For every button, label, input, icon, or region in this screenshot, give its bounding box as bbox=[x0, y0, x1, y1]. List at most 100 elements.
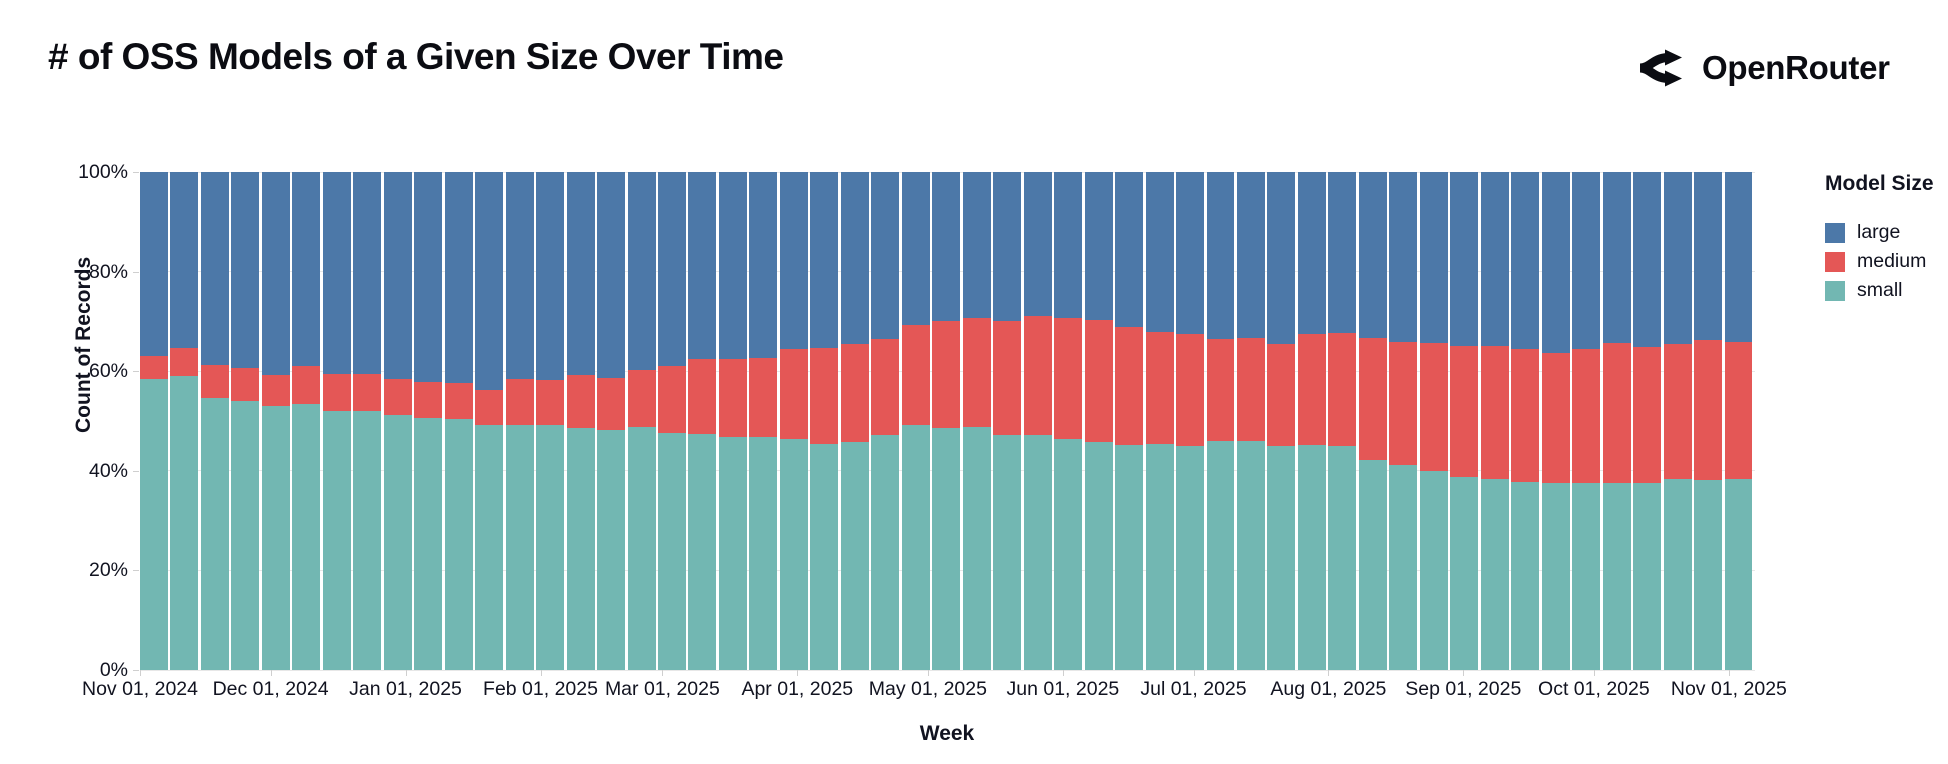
bar-segment-small[interactable] bbox=[1176, 446, 1204, 670]
bar-segment-large[interactable] bbox=[962, 172, 991, 319]
bar-segment-large[interactable] bbox=[1419, 172, 1448, 343]
bar-segment-medium[interactable] bbox=[383, 378, 412, 415]
bar-segment-medium[interactable] bbox=[322, 374, 351, 412]
bar-segment-large[interactable] bbox=[658, 172, 686, 367]
bar-segment-medium[interactable] bbox=[1480, 345, 1509, 479]
bar-segment-large[interactable] bbox=[1054, 172, 1083, 319]
bar-segment-medium[interactable] bbox=[779, 348, 808, 440]
bar-segment-medium[interactable] bbox=[627, 370, 656, 427]
bar-segment-large[interactable] bbox=[1450, 172, 1479, 346]
bar-segment-medium[interactable] bbox=[1419, 342, 1448, 471]
bar-segment-medium[interactable] bbox=[932, 320, 961, 428]
bar-segment-small[interactable] bbox=[383, 414, 412, 670]
bar-segment-medium[interactable] bbox=[170, 347, 199, 377]
bar-segment-medium[interactable] bbox=[688, 358, 717, 435]
bar-segment-medium[interactable] bbox=[1663, 344, 1692, 479]
bar-segment-large[interactable] bbox=[1572, 172, 1601, 350]
bar-segment-medium[interactable] bbox=[1450, 345, 1479, 478]
bar-segment-small[interactable] bbox=[1633, 482, 1662, 670]
bar-segment-large[interactable] bbox=[1358, 172, 1387, 339]
bar-segment-medium[interactable] bbox=[1694, 339, 1723, 480]
bar-segment-medium[interactable] bbox=[1572, 349, 1601, 483]
bar-segment-small[interactable] bbox=[1084, 442, 1113, 670]
bar-segment-medium[interactable] bbox=[536, 379, 565, 426]
bar-segment-large[interactable] bbox=[1084, 172, 1113, 320]
bar-segment-medium[interactable] bbox=[597, 377, 626, 431]
bar-segment-small[interactable] bbox=[1023, 435, 1052, 670]
bar-segment-large[interactable] bbox=[444, 172, 473, 383]
bar-segment-small[interactable] bbox=[322, 411, 351, 670]
bar-segment-small[interactable] bbox=[840, 442, 869, 670]
bar-segment-medium[interactable] bbox=[810, 347, 839, 445]
bar-segment-large[interactable] bbox=[170, 172, 199, 348]
bar-segment-large[interactable] bbox=[140, 172, 168, 357]
bar-segment-small[interactable] bbox=[475, 424, 504, 670]
bar-segment-small[interactable] bbox=[932, 427, 961, 670]
bar-segment-small[interactable] bbox=[261, 406, 290, 670]
bar-segment-medium[interactable] bbox=[749, 357, 778, 437]
bar-segment-small[interactable] bbox=[627, 426, 656, 670]
bar-segment-small[interactable] bbox=[810, 444, 839, 670]
bar-segment-large[interactable] bbox=[1480, 172, 1509, 346]
bar-segment-small[interactable] bbox=[1694, 479, 1723, 670]
bar-segment-large[interactable] bbox=[353, 172, 382, 375]
bar-segment-medium[interactable] bbox=[140, 356, 168, 379]
bar-segment-medium[interactable] bbox=[1602, 342, 1631, 483]
bar-segment-large[interactable] bbox=[749, 172, 778, 358]
bar-segment-large[interactable] bbox=[536, 172, 565, 380]
bar-segment-large[interactable] bbox=[231, 172, 260, 368]
bar-segment-small[interactable] bbox=[536, 425, 565, 670]
bar-segment-large[interactable] bbox=[810, 172, 839, 348]
bar-segment-small[interactable] bbox=[1602, 482, 1631, 670]
bar-segment-small[interactable] bbox=[566, 427, 595, 670]
bar-segment-large[interactable] bbox=[566, 172, 595, 376]
bar-segment-medium[interactable] bbox=[1206, 338, 1235, 442]
bar-segment-medium[interactable] bbox=[200, 365, 229, 398]
bar-segment-medium[interactable] bbox=[505, 378, 534, 426]
bar-segment-large[interactable] bbox=[993, 172, 1022, 321]
bar-segment-medium[interactable] bbox=[1176, 334, 1204, 447]
bar-segment-large[interactable] bbox=[1724, 172, 1753, 342]
bar-segment-small[interactable] bbox=[1511, 482, 1540, 670]
bar-segment-small[interactable] bbox=[779, 439, 808, 670]
bar-segment-small[interactable] bbox=[505, 425, 534, 670]
bar-segment-small[interactable] bbox=[1450, 477, 1479, 670]
bar-segment-large[interactable] bbox=[505, 172, 534, 379]
bar-segment-small[interactable] bbox=[1541, 482, 1570, 670]
bar-segment-large[interactable] bbox=[871, 172, 900, 339]
bar-segment-small[interactable] bbox=[1297, 445, 1326, 670]
bar-segment-large[interactable] bbox=[1023, 172, 1052, 317]
bar-segment-large[interactable] bbox=[200, 172, 229, 366]
bar-segment-medium[interactable] bbox=[261, 375, 290, 407]
bar-segment-medium[interactable] bbox=[1358, 338, 1387, 461]
bar-segment-medium[interactable] bbox=[353, 374, 382, 412]
bar-segment-small[interactable] bbox=[1724, 478, 1753, 670]
bar-segment-medium[interactable] bbox=[231, 367, 260, 402]
bar-segment-small[interactable] bbox=[1236, 441, 1265, 670]
bar-segment-medium[interactable] bbox=[718, 359, 747, 437]
bar-segment-small[interactable] bbox=[170, 376, 199, 670]
bar-segment-small[interactable] bbox=[140, 378, 168, 670]
bar-segment-large[interactable] bbox=[1663, 172, 1692, 345]
bar-segment-large[interactable] bbox=[1145, 172, 1174, 332]
bar-segment-small[interactable] bbox=[414, 418, 443, 670]
bar-segment-small[interactable] bbox=[292, 403, 321, 670]
bar-segment-large[interactable] bbox=[1267, 172, 1296, 344]
bar-segment-large[interactable] bbox=[414, 172, 443, 383]
bar-segment-small[interactable] bbox=[1358, 460, 1387, 670]
bar-segment-large[interactable] bbox=[1511, 172, 1540, 350]
bar-segment-small[interactable] bbox=[658, 432, 686, 670]
bar-segment-medium[interactable] bbox=[1541, 352, 1570, 483]
bar-segment-large[interactable] bbox=[1389, 172, 1418, 342]
bar-segment-medium[interactable] bbox=[1115, 326, 1144, 446]
bar-segment-medium[interactable] bbox=[292, 366, 321, 404]
bar-segment-medium[interactable] bbox=[658, 366, 686, 433]
bar-segment-medium[interactable] bbox=[1389, 341, 1418, 465]
bar-segment-large[interactable] bbox=[261, 172, 290, 376]
bar-segment-medium[interactable] bbox=[444, 382, 473, 420]
bar-segment-medium[interactable] bbox=[1267, 343, 1296, 447]
bar-segment-small[interactable] bbox=[1115, 445, 1144, 670]
bar-segment-large[interactable] bbox=[475, 172, 504, 391]
bar-segment-large[interactable] bbox=[322, 172, 351, 375]
bar-segment-small[interactable] bbox=[871, 435, 900, 670]
